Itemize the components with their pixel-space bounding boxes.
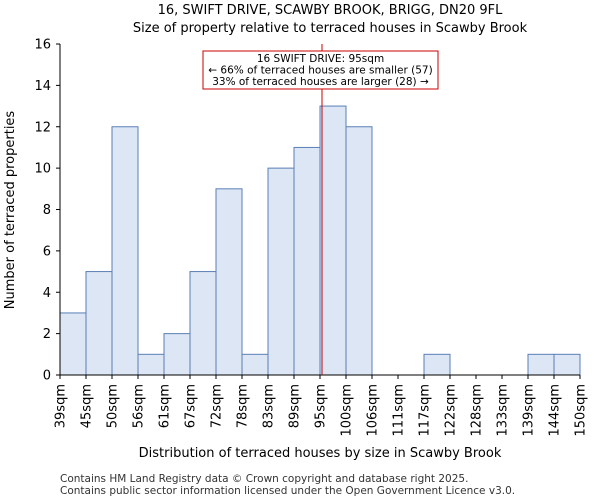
annotation-box — [202, 50, 439, 90]
x-tick-label: 56sqm — [132, 384, 147, 428]
bar — [215, 188, 243, 376]
annotation-line: 16 SWIFT DRIVE: 95sqm — [257, 53, 384, 65]
y-tick-label: 10 — [34, 162, 51, 177]
x-tick-label: 150sqm — [574, 384, 589, 437]
y-tick-label: 14 — [34, 79, 51, 94]
x-tick-label: 39sqm — [54, 384, 69, 428]
plot-area: 0 2 4 6 8 10 12 14 16 39sqm 45sqm 50sqm 56sqm 61sqm 67… — [34, 38, 588, 437]
y-axis-label: Number of terraced properties — [3, 111, 18, 310]
bar — [553, 353, 581, 376]
bar — [267, 167, 295, 376]
x-tick-label: 61sqm — [158, 384, 173, 428]
y-tick-label: 8 — [43, 203, 51, 218]
footer-line-2: Contains public sector information licen… — [60, 485, 516, 497]
x-tick-label: 122sqm — [444, 384, 459, 437]
bar — [163, 333, 191, 376]
bar — [111, 126, 139, 376]
x-tick-label: 128sqm — [470, 384, 485, 437]
bar — [137, 353, 165, 376]
x-tick-label: 106sqm — [366, 384, 381, 437]
x-tick-label: 78sqm — [236, 384, 251, 428]
bar — [423, 353, 451, 376]
y-tick-label: 0 — [43, 369, 51, 384]
bar — [293, 146, 321, 376]
chart-subtitle: Size of property relative to terraced ho… — [133, 21, 528, 36]
y-tick-label: 4 — [43, 286, 51, 301]
x-tick-label: 45sqm — [80, 384, 95, 428]
bar — [319, 105, 347, 376]
annotation-line: 33% of terraced houses are larger (28) → — [212, 76, 429, 88]
x-tick-label: 95sqm — [314, 384, 329, 428]
footer-line-1: Contains HM Land Registry data © Crown c… — [60, 473, 469, 485]
x-tick-label: 83sqm — [262, 384, 277, 428]
y-tick-label: 12 — [34, 120, 51, 135]
x-tick-label: 72sqm — [210, 384, 225, 428]
bar — [189, 271, 217, 376]
y-tick-label: 16 — [34, 38, 51, 53]
x-tick-label: 117sqm — [418, 384, 433, 437]
bar — [241, 353, 269, 376]
x-tick-label: 133sqm — [496, 384, 511, 437]
chart-title: 16, SWIFT DRIVE, SCAWBY BROOK, BRIGG, DN… — [158, 3, 504, 18]
x-tick-label: 67sqm — [184, 384, 199, 428]
x-tick-label: 111sqm — [392, 384, 407, 437]
y-tick-label: 6 — [43, 244, 51, 259]
x-tick-label: 89sqm — [288, 384, 303, 428]
bar — [345, 126, 373, 376]
bar — [85, 271, 113, 376]
x-axis-label: Distribution of terraced houses by size … — [139, 446, 502, 461]
bar — [59, 312, 87, 376]
x-tick-label: 144sqm — [548, 384, 563, 437]
x-tick-label: 50sqm — [106, 384, 121, 428]
y-tick-label: 2 — [43, 327, 51, 342]
bar — [527, 353, 555, 376]
annotation-line: ← 66% of terraced houses are smaller (57… — [208, 65, 432, 77]
x-tick-label: 100sqm — [340, 384, 355, 437]
x-tick-label: 139sqm — [522, 384, 537, 437]
